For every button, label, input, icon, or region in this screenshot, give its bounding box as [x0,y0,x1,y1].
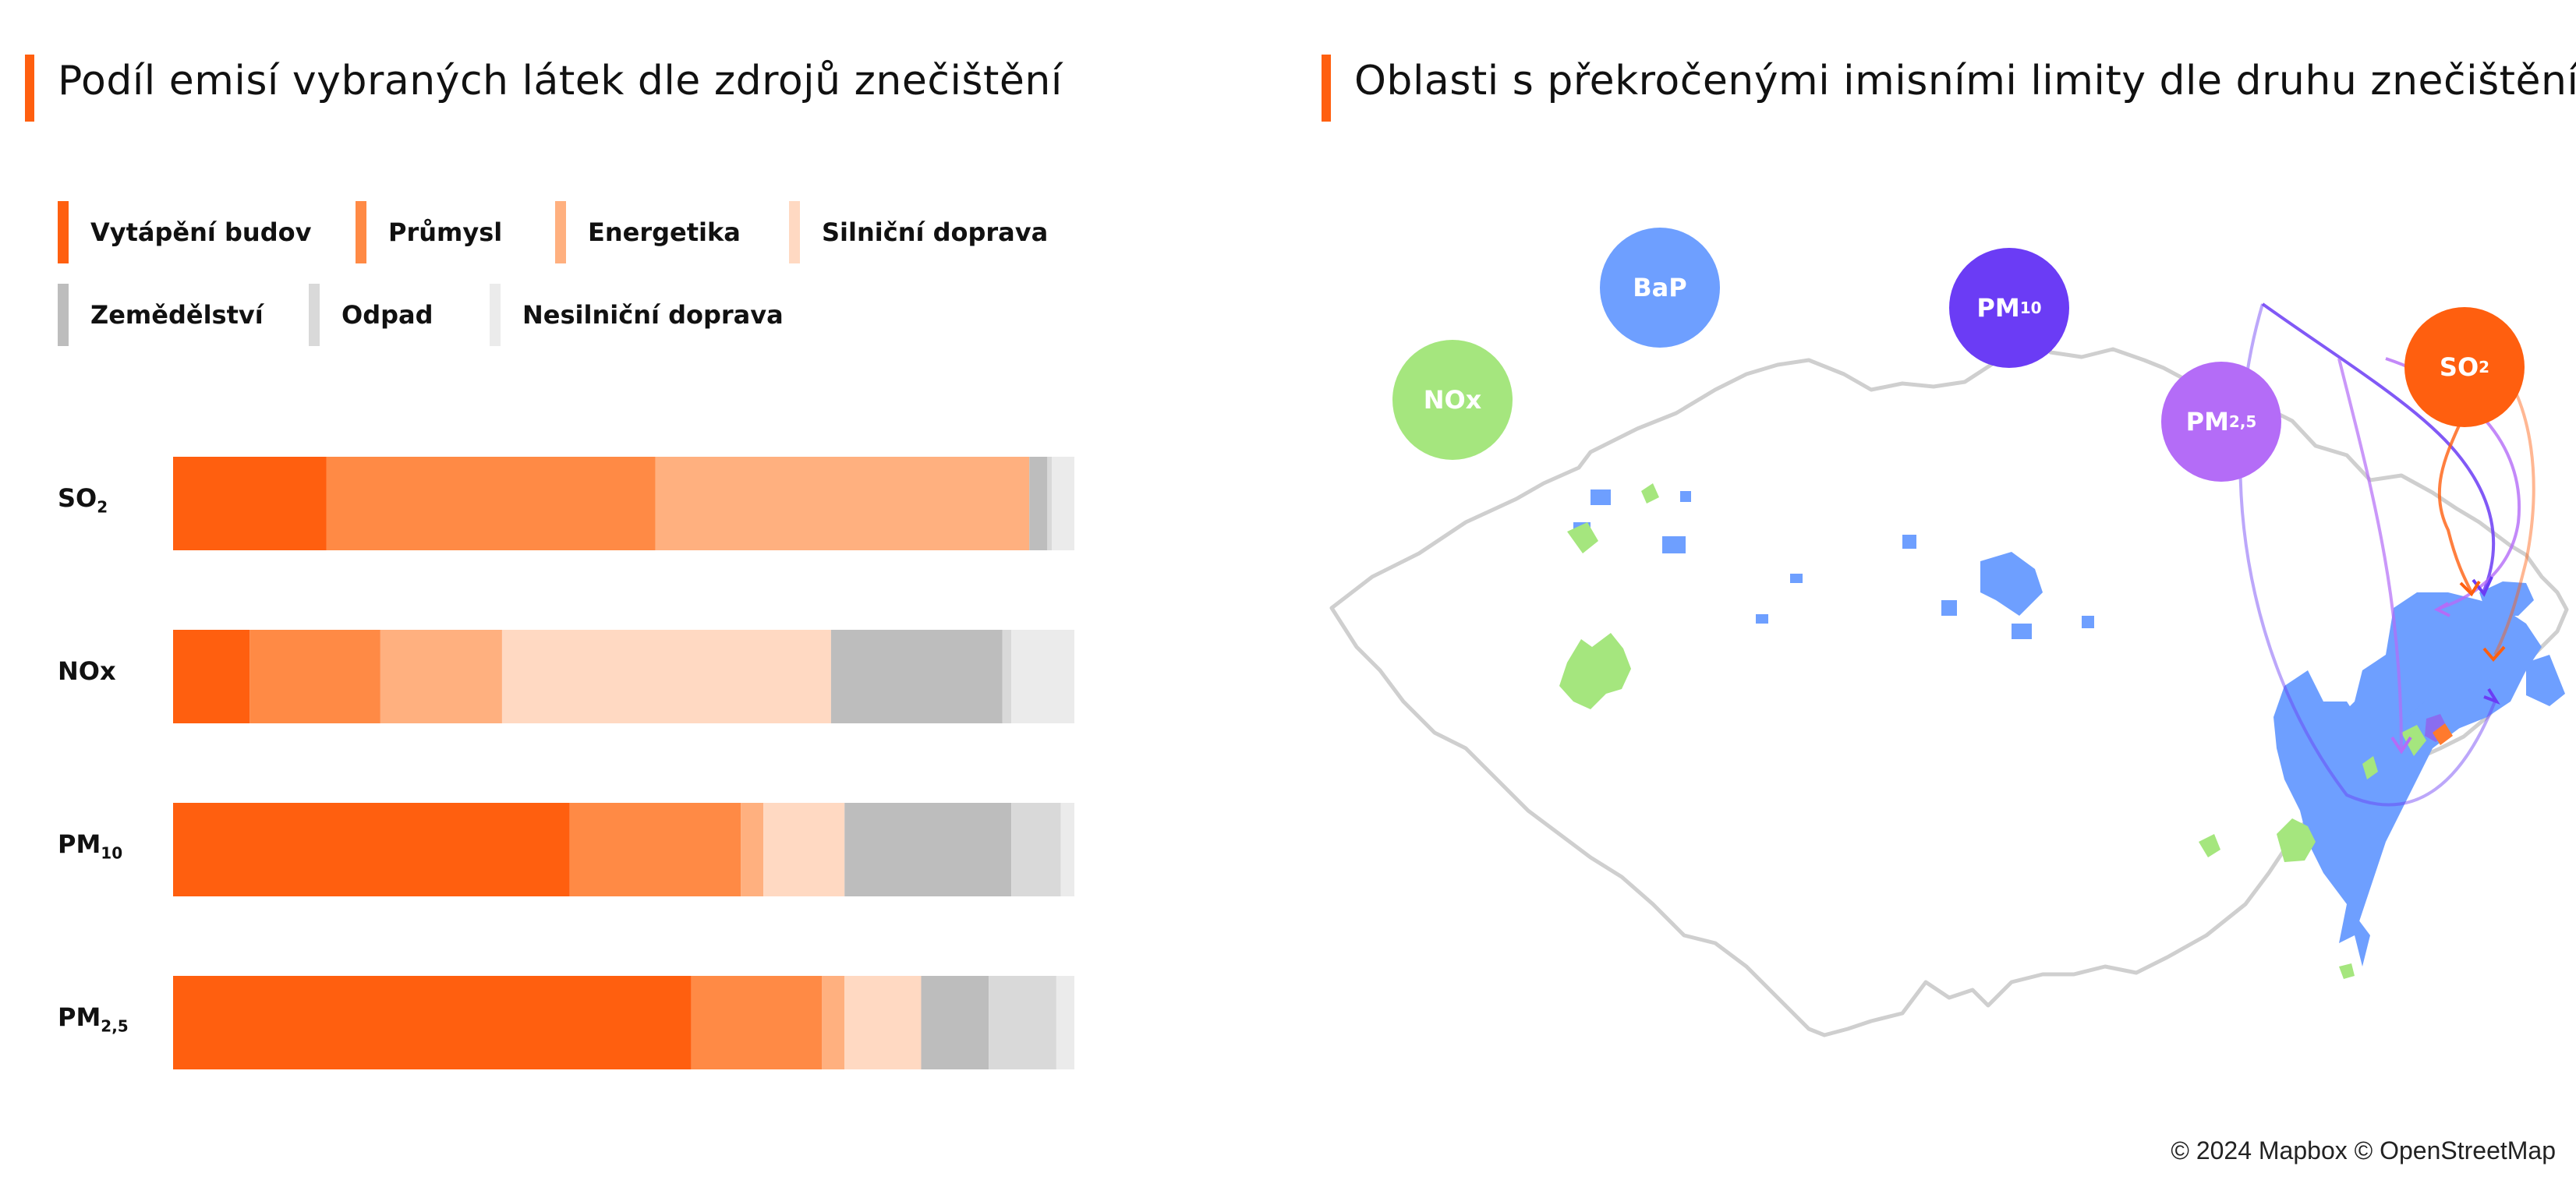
bubble-pm25: PM 2,5 [2161,362,2281,482]
bar-segment-nox-1 [249,630,380,723]
bar-segment-pm25-4 [921,976,989,1069]
legend-swatch [555,201,566,263]
bar-segment-pm10-4 [844,803,1012,896]
legend-swatch [490,284,501,346]
legend-label: Odpad [341,300,433,330]
bar-segment-pm10-0 [173,803,570,896]
bar-segment-nox-4 [830,630,1003,723]
bubble-pm10: PM 10 [1949,248,2069,368]
bar-segment-pm25-1 [691,976,823,1069]
legend-item-vytapeni: Vytápění budov [58,201,311,263]
bar-segment-so2-4 [1029,457,1048,550]
legend-label: Vytápění budov [90,217,312,247]
bar-segment-pm25-5 [989,976,1056,1069]
country-outline [1329,317,2569,1037]
bubble-nox: NOx [1392,340,1513,460]
bar-segment-so2-1 [326,457,656,550]
arrow-so2-east [2493,357,2535,656]
bar-segment-so2-2 [655,457,1030,550]
legend-swatch [356,201,366,263]
bar-segment-nox-6 [1011,630,1074,723]
legend-item-energetika: Energetika [555,201,741,263]
arrow-pm10-ostrava [2261,302,2496,593]
arrow-heads [2390,576,2506,755]
legend-label: Energetika [588,217,741,247]
bubble-so2: SO 2 [2404,307,2525,427]
bar-segment-pm25-0 [173,976,692,1069]
arrow-pm25-south [2337,358,2403,749]
legend-item-odpad: Odpad [309,284,433,346]
legend-item-prumysl: Průmysl [356,201,502,263]
row-label-pm10: PM10 [58,829,123,863]
row-label-nox: NOx [58,656,116,686]
stacked-bar-chart [173,457,1074,1069]
nox-exceedance-areas [1559,483,2426,979]
so2-exceedance-area [2425,714,2453,745]
legend-swatch [309,284,320,346]
bar-segment-pm25-3 [844,976,922,1069]
legend-label: Silniční doprava [822,217,1049,247]
row-label-so2: SO2 [58,483,108,517]
legend-item-nesilnicni-doprava: Nesilniční doprava [490,284,784,346]
bar-segment-nox-5 [1002,630,1012,723]
bar-segment-so2-0 [173,457,327,550]
row-label-pm25: PM2,5 [58,1002,129,1036]
title-accent-bar [1322,55,1331,122]
bar-segment-nox-2 [380,630,502,723]
bar-segment-pm10-1 [569,803,741,896]
bar-segment-nox-3 [501,630,831,723]
bar-segment-pm10-3 [763,803,845,896]
bar-segment-so2-6 [1052,457,1074,550]
map-title: Oblasti s překročenými imisními limity d… [1354,58,2576,104]
bar-segment-nox-0 [173,630,250,723]
bar-segment-pm25-6 [1056,976,1074,1069]
legend-item-silnicni-doprava: Silniční doprava [789,201,1048,263]
czech-map [1329,302,2569,1037]
chart-title: Podíl emisí vybraných látek dle zdrojů z… [58,58,1063,104]
bubble-bap: BaP [1600,228,1720,348]
legend-swatch [789,201,800,263]
legend-swatch [58,284,69,346]
legend-item-zemedelstvi: Zemědělství [58,284,264,346]
legend-label: Průmysl [388,217,503,247]
bar-segment-pm10-6 [1060,803,1074,896]
bar-segment-pm10-2 [741,803,764,896]
map-attribution: © 2024 Mapbox © OpenStreetMap [2171,1136,2556,1164]
legend-swatch [58,201,69,263]
legend-label: Nesilniční doprava [522,300,784,330]
bar-segment-so2-5 [1047,457,1053,550]
bar-segment-pm10-5 [1011,803,1061,896]
title-accent-bar [25,55,34,122]
legend-label: Zemědělství [90,300,264,330]
bar-segment-pm25-2 [822,976,845,1069]
